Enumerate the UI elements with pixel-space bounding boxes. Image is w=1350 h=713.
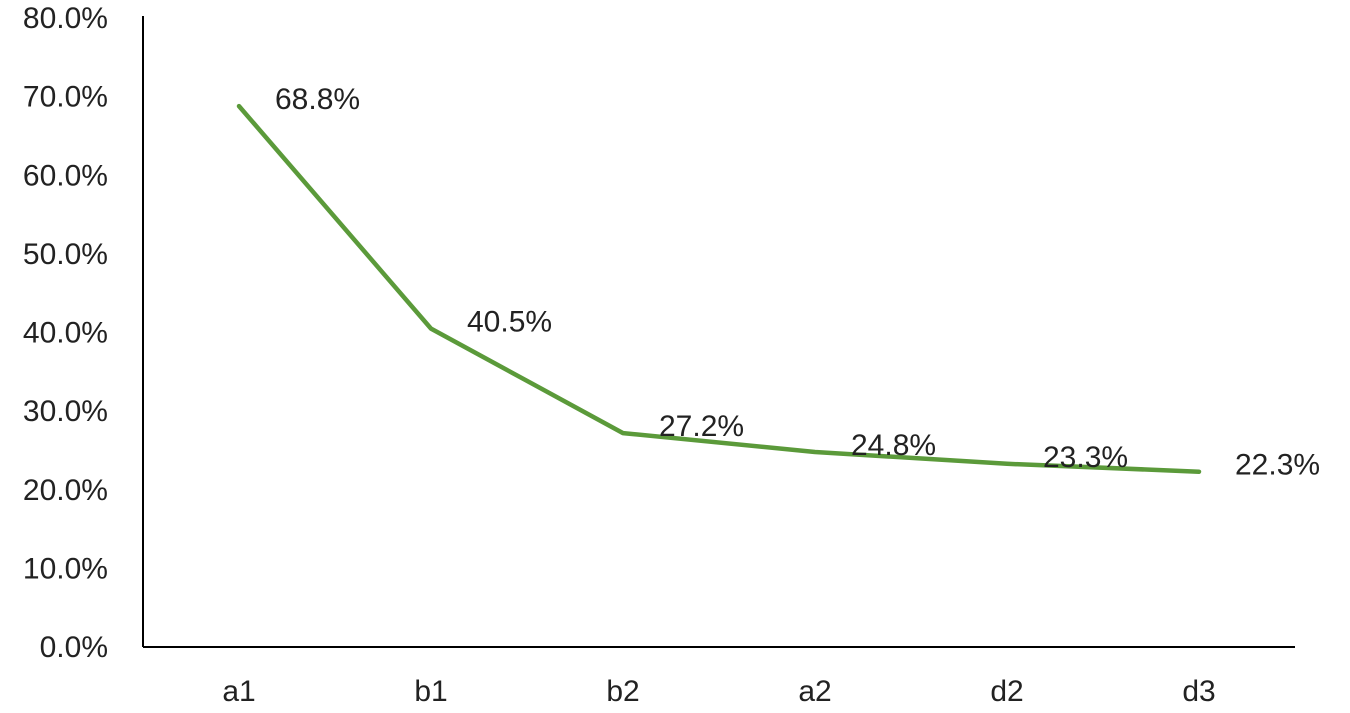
x-category-label: b1 — [414, 675, 447, 708]
data-label: 24.8% — [851, 429, 936, 462]
y-tick-label: 50.0% — [23, 238, 108, 271]
y-tick-label: 80.0% — [23, 2, 108, 35]
data-label: 22.3% — [1235, 449, 1320, 482]
y-tick-label: 10.0% — [23, 552, 108, 585]
y-tick-label: 40.0% — [23, 317, 108, 350]
y-tick-label: 60.0% — [23, 159, 108, 192]
y-tick-label: 30.0% — [23, 395, 108, 428]
x-category-label: d3 — [1182, 675, 1215, 708]
x-category-label: a2 — [798, 675, 831, 708]
series-line — [236, 103, 1202, 474]
x-category-label: b2 — [606, 675, 639, 708]
x-category-label: d2 — [990, 675, 1023, 708]
y-axis-tick-labels: 0.0% 10.0% 20.0% 30.0% 40.0% 50.0% 60.0% 70.0% 8… — [23, 2, 108, 664]
data-label: 40.5% — [467, 306, 552, 339]
y-tick-label: 70.0% — [23, 81, 108, 114]
data-labels: 68.8% 40.5% 27.2% 24.8% 23.3% 22.3% — [275, 83, 1320, 482]
data-label: 23.3% — [1043, 441, 1128, 474]
data-label: 27.2% — [659, 410, 744, 443]
data-label: 68.8% — [275, 83, 360, 116]
y-tick-label: 0.0% — [40, 631, 108, 664]
x-axis-category-labels: a1 b1 b2 a2 d2 d3 — [222, 675, 1215, 708]
x-category-label: a1 — [222, 675, 255, 708]
y-tick-label: 20.0% — [23, 474, 108, 507]
